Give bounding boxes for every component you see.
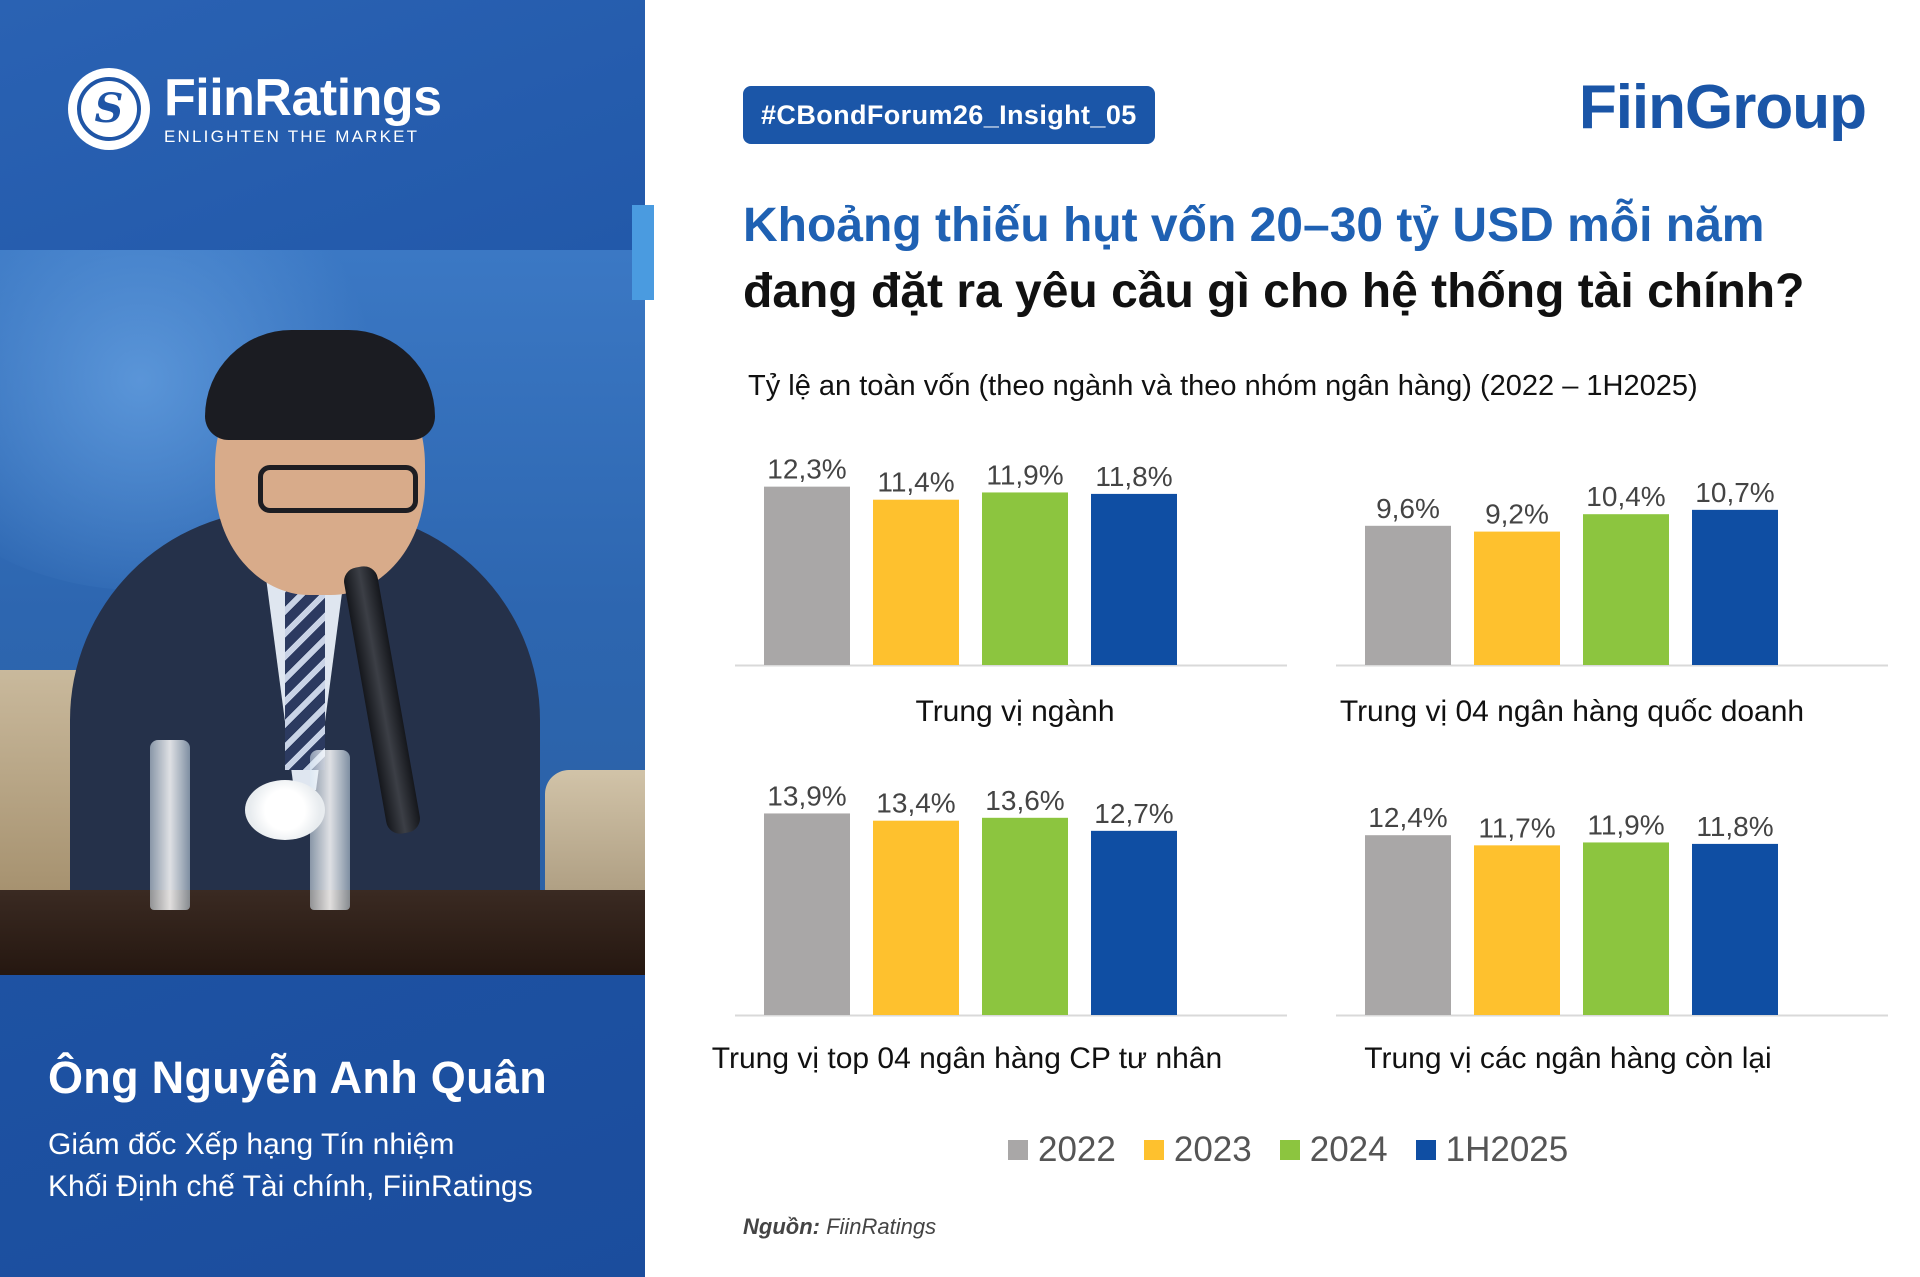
bar-1H2025 (1692, 843, 1778, 1015)
data-label: 13,6% (985, 785, 1064, 816)
legend-label: 2023 (1173, 1130, 1252, 1169)
speaker-role-line2: Khối Định chế Tài chính, FiinRatings (48, 1170, 533, 1203)
bar-2022 (1365, 525, 1451, 665)
data-label: 10,4% (1586, 481, 1665, 512)
data-label: 12,7% (1094, 798, 1173, 829)
data-label: 11,8% (1095, 461, 1172, 492)
speaker-info: Ông Nguyễn Anh Quân Giám đốc Xếp hạng Tí… (48, 1052, 547, 1208)
legend-label: 1H2025 (1445, 1130, 1569, 1169)
bar-2024 (982, 817, 1068, 1015)
bar-2023 (873, 820, 959, 1015)
chart-svg: 12,4% 11,7% 11,9% 11,8% (1336, 802, 1888, 1017)
speaker-name: Ông Nguyễn Anh Quân (48, 1052, 548, 1103)
speaker-photo (0, 250, 645, 975)
chart-industry-median: 12,3% 11,4% 11,9% 11,8% (735, 440, 1295, 670)
source-note: Nguồn: FiinRatings (743, 1214, 936, 1240)
bar-2022 (1365, 835, 1451, 1015)
bar-2023 (873, 499, 959, 665)
chart-other-banks-median: 12,4% 11,7% 11,9% 11,8% (1336, 790, 1896, 1020)
legend-item: 2023 (1143, 1130, 1252, 1170)
bar-1H2025 (1091, 493, 1177, 665)
data-label: 10,7% (1695, 477, 1774, 508)
speaker-role-line1: Giám đốc Xếp hạng Tín nhiệm (48, 1128, 455, 1161)
hashtag-badge: #CBondForum26_Insight_05 (743, 86, 1155, 144)
source-value: FiinRatings (826, 1214, 937, 1239)
bar-1H2025 (1692, 509, 1778, 665)
chart-top4-private-median: 13,9% 13,4% 13,6% 12,7% (735, 780, 1295, 1020)
bar-2024 (1583, 514, 1669, 665)
data-label: 13,9% (767, 780, 846, 811)
bar-2024 (1583, 842, 1669, 1015)
chart-state-banks-median: 9,6% 9,2% 10,4% 10,7% (1336, 440, 1896, 670)
legend-swatch (1143, 1140, 1164, 1160)
bar-2023 (1474, 845, 1560, 1015)
data-label: 11,4% (877, 467, 954, 498)
data-label: 12,3% (767, 454, 846, 485)
bar-2022 (764, 813, 850, 1015)
bar-2024 (982, 492, 1068, 665)
chart-label-top4-private: Trung vị top 04 ngân hàng CP tư nhân (711, 1042, 1223, 1075)
chart-label-other-banks: Trung vị các ngân hàng còn lại (1364, 1042, 1772, 1075)
fiingroup-logo: FiinGroup (1578, 73, 1867, 142)
legend-item: 1H2025 (1415, 1130, 1569, 1170)
legend-item: 2024 (1279, 1130, 1388, 1170)
data-label: 9,6% (1376, 493, 1440, 524)
data-label: 9,2% (1485, 499, 1549, 530)
chart-legend: 2022 2023 2024 1H2025 (1008, 1130, 1596, 1170)
page-title-line2: đang đặt ra yêu cầu gì cho hệ thống tài … (743, 265, 1805, 318)
data-label: 11,8% (1696, 811, 1773, 842)
chart-subtitle: Tỷ lệ an toàn vốn (theo ngành và theo nh… (748, 370, 1698, 402)
bar-2023 (1474, 531, 1560, 665)
bar-2022 (764, 486, 850, 665)
page-title-line1: Khoảng thiếu hụt vốn 20–30 tỷ USD mỗi nă… (743, 199, 1765, 252)
legend-swatch (1415, 1140, 1436, 1160)
accent-bar (632, 205, 654, 300)
chart-svg: 9,6% 9,2% 10,4% 10,7% (1336, 477, 1888, 667)
legend-label: 2022 (1038, 1130, 1116, 1169)
data-label: 11,9% (1587, 809, 1664, 840)
chart-label-state-banks: Trung vị 04 ngân hàng quốc doanh (1339, 695, 1805, 728)
data-label: 13,4% (876, 788, 955, 819)
fiinratings-logo: S FiinRatings ENLIGHTEN THE MARKET (68, 68, 442, 150)
legend-swatch (1279, 1140, 1300, 1160)
data-label: 12,4% (1368, 802, 1447, 833)
chart-label-industry: Trung vị ngành (915, 695, 1115, 728)
data-label: 11,9% (986, 459, 1063, 490)
chart-svg: 12,3% 11,4% 11,9% 11,8% (735, 454, 1287, 667)
data-label: 11,7% (1478, 812, 1555, 843)
legend-swatch (1008, 1140, 1028, 1160)
left-panel: S FiinRatings ENLIGHTEN THE MARKET Ông N… (0, 0, 645, 1277)
bar-1H2025 (1091, 830, 1177, 1015)
fiinratings-emblem-icon: S (68, 68, 150, 150)
logo-tagline: ENLIGHTEN THE MARKET (164, 127, 420, 146)
chart-svg: 13,9% 13,4% 13,6% 12,7% (735, 780, 1287, 1017)
logo-name: FiinRatings (164, 69, 442, 127)
legend-item: 2022 (1008, 1130, 1116, 1170)
legend-label: 2024 (1309, 1130, 1388, 1169)
source-label: Nguồn: (743, 1214, 820, 1239)
